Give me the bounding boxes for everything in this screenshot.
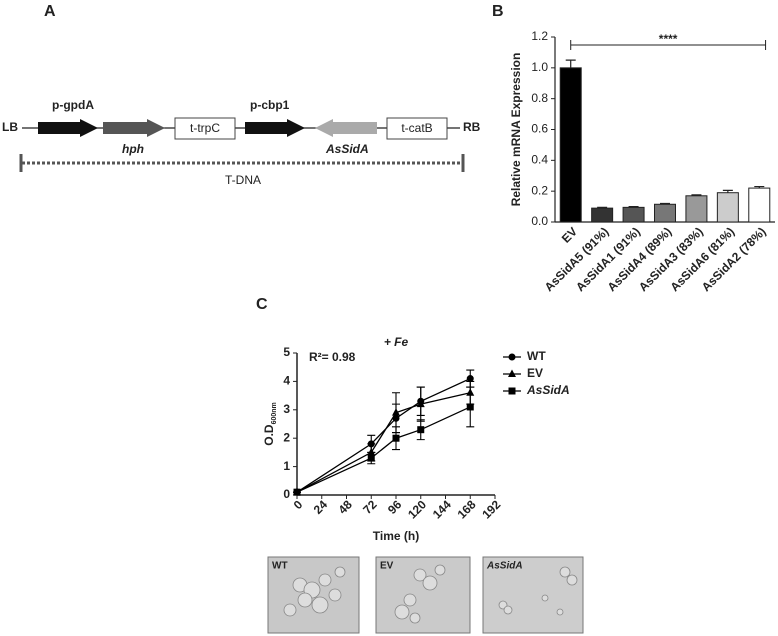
legend-marker: [508, 369, 516, 377]
legend-label: EV: [527, 366, 543, 380]
micrograph-label: AsSidA: [486, 561, 523, 572]
y-tick-label: 0: [283, 487, 290, 501]
annotation: R²= 0.98: [309, 350, 356, 364]
x-tick-label: 24: [311, 497, 331, 517]
error-bar: [565, 59, 576, 68]
series-line: [296, 377, 471, 493]
x-tick-label: 120: [405, 497, 429, 521]
x-tick-label: 144: [430, 497, 454, 521]
error-bar: [597, 206, 608, 209]
y-tick-label: 1.2: [531, 29, 548, 43]
series-line: [296, 406, 471, 493]
legend-label: AsSidA: [526, 383, 570, 397]
gene-arrow: [315, 119, 377, 137]
marker: [392, 434, 400, 442]
significance-label: ****: [659, 32, 678, 46]
marker: [293, 488, 301, 496]
x-axis-label: Time (h): [373, 529, 419, 543]
bar: [654, 203, 676, 223]
y-tick-label: 1.0: [531, 60, 548, 74]
legend-marker: [508, 387, 516, 395]
gene-arrow: [103, 119, 165, 137]
bar: [685, 195, 708, 223]
terminator-label: t-trpC: [190, 121, 220, 135]
y-tick-label: 5: [283, 345, 290, 359]
x-tick-label: 48: [336, 497, 356, 517]
promoter-arrow: [38, 119, 98, 137]
y-tick-label: 2: [283, 430, 290, 444]
y-tick-label: 4: [283, 374, 290, 388]
terminator-box: [386, 117, 448, 140]
tdna-label: T-DNA: [225, 173, 261, 187]
legend-marker: [508, 353, 516, 361]
y-axis-label-sub: 600nm: [271, 402, 278, 424]
x-tick-label: 168: [455, 497, 479, 521]
x-tick-label: 96: [385, 497, 405, 517]
bar: [591, 207, 614, 223]
x-tick-label: EV: [559, 224, 580, 245]
marker: [416, 399, 425, 408]
x-tick-label: 192: [479, 497, 503, 521]
micrograph: AsSidA: [482, 556, 584, 634]
micrograph: EV: [375, 556, 471, 634]
error-bar: [722, 189, 733, 193]
y-tick-label: 1: [283, 459, 290, 473]
micrograph-label: EV: [380, 561, 394, 572]
y-axis-label-main: O.D: [262, 424, 276, 446]
y-axis-label: Relative mRNA Expression: [509, 53, 523, 207]
terminator-label: t-catB: [401, 121, 432, 135]
y-tick-label: 0.0: [531, 214, 548, 228]
marker: [367, 454, 375, 462]
bar: [748, 187, 771, 223]
marker: [417, 426, 425, 434]
marker: [392, 408, 400, 416]
gene-label: AsSidA: [325, 142, 369, 156]
chart-title: + Fe: [384, 335, 409, 349]
micrograph: WT: [267, 556, 360, 634]
panel-label: C: [256, 296, 268, 313]
lb-label: LB: [2, 120, 18, 134]
marker: [466, 375, 474, 383]
y-tick-label: 0.2: [531, 183, 548, 197]
marker: [367, 447, 376, 456]
marker: [466, 403, 474, 411]
significance-bracket: [570, 40, 767, 50]
promoter-arrow: [245, 119, 305, 137]
error-bar: [628, 205, 639, 208]
gene-label: hph: [122, 142, 144, 156]
series-line: [296, 392, 471, 493]
x-tick-label: 0: [291, 497, 306, 512]
panel-label: A: [44, 3, 56, 20]
y-axis-label: O.D600nm: [262, 402, 278, 446]
error-bar: [660, 202, 670, 205]
promoter-label: p-gpdA: [52, 98, 94, 112]
construct-diagram: LB p-gpdA hph t-trpC p-cbp1 AsSidA t-cat…: [2, 98, 481, 187]
y-tick-label: 0.4: [531, 153, 548, 167]
legend-label: WT: [527, 349, 546, 363]
y-tick-label: 3: [283, 402, 290, 416]
error-bar: [691, 194, 702, 196]
panel-label: B: [492, 3, 504, 20]
error-bar: [754, 185, 765, 189]
y-tick-label: 0.8: [531, 91, 548, 105]
terminator-box: [174, 117, 236, 140]
bar: [622, 206, 645, 223]
y-tick-label: 0.6: [531, 122, 548, 136]
micrograph-label: WT: [272, 561, 288, 572]
x-tick-label: 72: [360, 497, 380, 517]
rb-label: RB: [463, 120, 481, 134]
bar: [716, 192, 739, 223]
promoter-label: p-cbp1: [250, 98, 290, 112]
bar: [559, 67, 582, 223]
